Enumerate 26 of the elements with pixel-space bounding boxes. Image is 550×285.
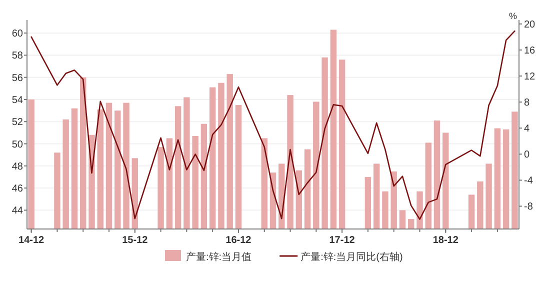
y-tick-label: 44 xyxy=(12,206,24,217)
x-tick-label: 17-12 xyxy=(329,235,356,246)
x-tick-label: 16-12 xyxy=(226,235,252,246)
y-tick-label: 46 xyxy=(12,184,24,195)
y-tick-label: 60 xyxy=(12,28,24,40)
y2-axis-title: % xyxy=(508,11,517,21)
line-series xyxy=(30,30,516,220)
y-tick-label: 50 xyxy=(12,139,24,150)
legend-label: 产量:锌:当月值 xyxy=(186,251,252,263)
y-tick-label: 52 xyxy=(12,117,24,128)
x-tick-label: 15-12 xyxy=(122,235,148,246)
y2-tick-label: 0 xyxy=(524,150,530,161)
y2-tick-label: -8 xyxy=(524,202,534,213)
y2-tick-label: 20 xyxy=(524,19,536,30)
x-tick-label: 18-12 xyxy=(432,235,459,246)
y-tick-label: 54 xyxy=(12,94,24,106)
legend-label: 产量:锌:当月同比(右轴) xyxy=(300,251,403,263)
x-tick-label: 14-12 xyxy=(18,235,45,246)
y2-tick-label: 4 xyxy=(524,124,530,135)
y2-tick-label: -4 xyxy=(524,176,534,187)
y2-tick-label: 12 xyxy=(524,72,536,83)
y-tick-label: 48 xyxy=(12,161,24,172)
y-tick-label: 56 xyxy=(12,72,24,84)
y-tick-label: 58 xyxy=(12,50,24,62)
y2-tick-label: 8 xyxy=(524,98,530,109)
y2-tick-label: 16 xyxy=(524,45,536,56)
